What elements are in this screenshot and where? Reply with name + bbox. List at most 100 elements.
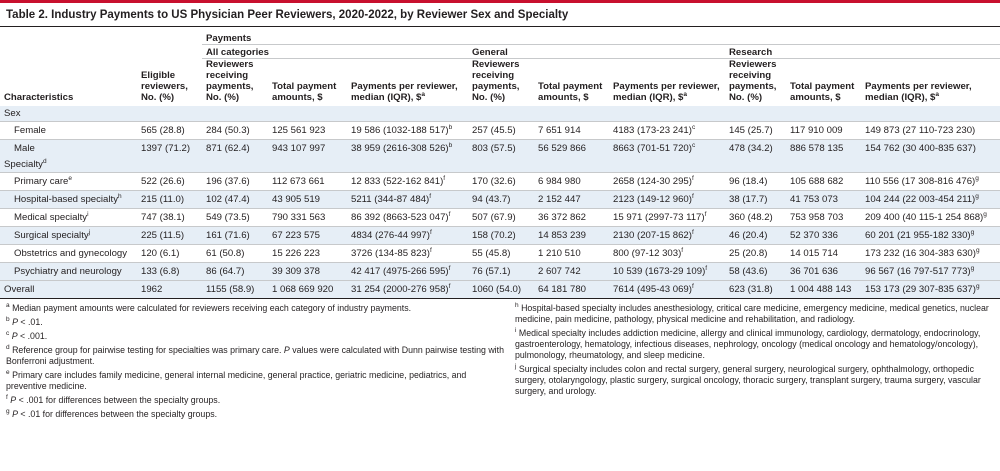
cell-value: 46 (20.4) <box>729 230 768 241</box>
footnote-marker: g <box>975 192 979 200</box>
cell-value: 55 (45.8) <box>472 248 511 259</box>
table-row: Obstetrics and gynecology 120 (6.1) 61 (50… <box>0 244 1000 263</box>
footnote-marker: f <box>691 228 694 236</box>
footnote-text: Reference group for pairwise testing for… <box>12 345 284 355</box>
cell-value: 145 (25.7) <box>729 125 773 136</box>
cell-all-med: 38 959 (2616-308 526)b <box>347 139 468 157</box>
footnote-marker: f <box>704 210 707 218</box>
footnote-marker: g <box>975 174 979 182</box>
cell-gen-n: 507 (67.9) <box>468 208 534 227</box>
cell-value: 153 173 (29 307-835 637) <box>865 284 976 295</box>
footnote-marker: f <box>429 228 432 236</box>
cell-res-med: 209 400 (40 115-1 254 868)g <box>861 208 1000 227</box>
footnote-p: P <box>283 345 290 355</box>
cell-gen-n: 76 (57.1) <box>468 262 534 281</box>
footnote-marker: c <box>691 141 696 149</box>
table-row: Primary caree 522 (26.6) 196 (37.6) 112 673… <box>0 172 1000 191</box>
cell-value: 10 539 (1673-29 109) <box>613 266 706 277</box>
footnote-mark: h <box>514 302 519 310</box>
cell-value: 67 223 575 <box>272 230 321 241</box>
footnote-e: e Primary care includes family medicine,… <box>6 369 505 392</box>
cell-res-med: 104 244 (22 003-454 211)g <box>861 190 1000 209</box>
row-label: Medical specialtyi <box>0 208 137 227</box>
cell-all-med: 3726 (134-85 823)f <box>347 244 468 263</box>
cell-value: 43 905 519 <box>272 194 321 205</box>
row-label: Female <box>0 121 137 140</box>
cell-res-n: 478 (34.2) <box>725 139 786 157</box>
footnote-marker: f <box>443 174 446 182</box>
all-receiving-header: Reviewers receiving payments, No. (%) <box>206 59 254 103</box>
cell-gen-total: 6 984 980 <box>534 172 609 191</box>
cell-value: 196 (37.6) <box>206 176 250 187</box>
all-total-header: Total payment amounts, $ <box>272 81 337 103</box>
cell-res-total: 52 370 336 <box>786 226 861 245</box>
cell-value: 747 (38.1) <box>141 212 185 223</box>
cell-gen-total: 2 607 742 <box>534 262 609 281</box>
section-row: Sex <box>0 106 1000 122</box>
cell-value: 7 651 914 <box>538 125 581 136</box>
cell-eligible: 225 (11.5) <box>137 226 202 245</box>
cell-gen-total: 56 529 866 <box>534 139 609 157</box>
cell-all-total: 112 673 661 <box>268 172 347 191</box>
cell-res-n: 145 (25.7) <box>725 121 786 140</box>
cell-value: Overall <box>4 284 35 295</box>
cell-value: Male <box>14 143 35 154</box>
footnote-marker: g <box>975 282 980 290</box>
all-median-header-text: Payments per reviewer, median (IQR), $ <box>351 81 458 103</box>
research-header: Research <box>725 44 1000 59</box>
footnote-marker: b <box>448 123 453 131</box>
footnote-p: P <box>12 317 18 327</box>
cell-value: 507 (67.9) <box>472 212 516 223</box>
cell-value: 2 607 742 <box>538 266 581 277</box>
cell-res-med: 60 201 (21 955-182 330)g <box>861 226 1000 245</box>
cell-gen-total: 2 152 447 <box>534 190 609 209</box>
cell-res-total: 753 958 703 <box>786 208 861 227</box>
cell-value: 31 254 (2000-276 958) <box>351 284 449 295</box>
general-receiving-header: Reviewers receiving payments, No. (%) <box>472 59 520 103</box>
cell-res-med: 96 567 (16 797-517 773)g <box>861 262 1000 281</box>
cell-value: 478 (34.2) <box>729 143 773 154</box>
cell-value: 1 068 669 920 <box>272 284 334 295</box>
footnote-marker: f <box>705 264 708 272</box>
cell-value: 42 417 (4975-266 595) <box>351 266 449 277</box>
cell-value: Psychiatry and neurology <box>14 266 122 277</box>
cell-value: Hospital-based specialty <box>14 194 118 205</box>
research-total-header: Total payment amounts, $ <box>790 81 855 103</box>
footnote-marker: g <box>983 210 987 218</box>
footnote-text: Medical specialty includes addiction med… <box>514 328 981 360</box>
cell-value: 753 958 703 <box>790 212 844 223</box>
cell-value: 38 (17.7) <box>729 194 768 205</box>
data-table: Payments All categories General Research… <box>0 27 1000 299</box>
all-median-header: Payments per reviewer, median (IQR), $a <box>347 59 468 107</box>
cell-value: 1 004 488 143 <box>790 284 852 295</box>
cell-value: 2658 (124-30 295) <box>613 176 692 187</box>
cell-eligible: 133 (6.8) <box>137 262 202 281</box>
footnote-mark: i <box>514 327 517 335</box>
cell-value: 58 (43.6) <box>729 266 768 277</box>
cell-value: 154 762 (30 400-835 637) <box>865 143 976 154</box>
cell-all-total: 943 107 997 <box>268 139 347 157</box>
cell-all-n: 1155 (58.9) <box>202 280 268 299</box>
cell-gen-med: 4183 (173-23 241)c <box>609 121 725 140</box>
cell-value: 149 873 (27 110-723 230) <box>865 125 976 136</box>
cell-value: 1397 (71.2) <box>141 143 191 154</box>
cell-res-med: 173 232 (16 304-383 630)g <box>861 244 1000 263</box>
cell-all-med: 12 833 (522-162 841)f <box>347 172 468 191</box>
footnote-marker: a <box>683 90 687 98</box>
cell-value: 1155 (58.9) <box>206 284 255 295</box>
row-label: Hospital-based specialtyh <box>0 190 137 209</box>
cell-value: 112 673 661 <box>272 176 325 187</box>
cell-res-n: 38 (17.7) <box>725 190 786 209</box>
cell-res-med: 110 556 (17 308-816 476)g <box>861 172 1000 191</box>
footnote-marker: e <box>68 174 72 182</box>
cell-value: 161 (71.6) <box>206 230 250 241</box>
cell-value: 6 984 980 <box>538 176 581 187</box>
cell-all-total: 790 331 563 <box>268 208 347 227</box>
footnote-text: < .01. <box>17 317 43 327</box>
cell-gen-n: 803 (57.5) <box>468 139 534 157</box>
cell-all-med: 42 417 (4975-266 595)f <box>347 262 468 281</box>
cell-gen-med: 10 539 (1673-29 109)f <box>609 262 725 281</box>
cell-gen-n: 170 (32.6) <box>468 172 534 191</box>
footnote-marker: a <box>935 90 939 98</box>
cell-value: 284 (50.3) <box>206 125 250 136</box>
